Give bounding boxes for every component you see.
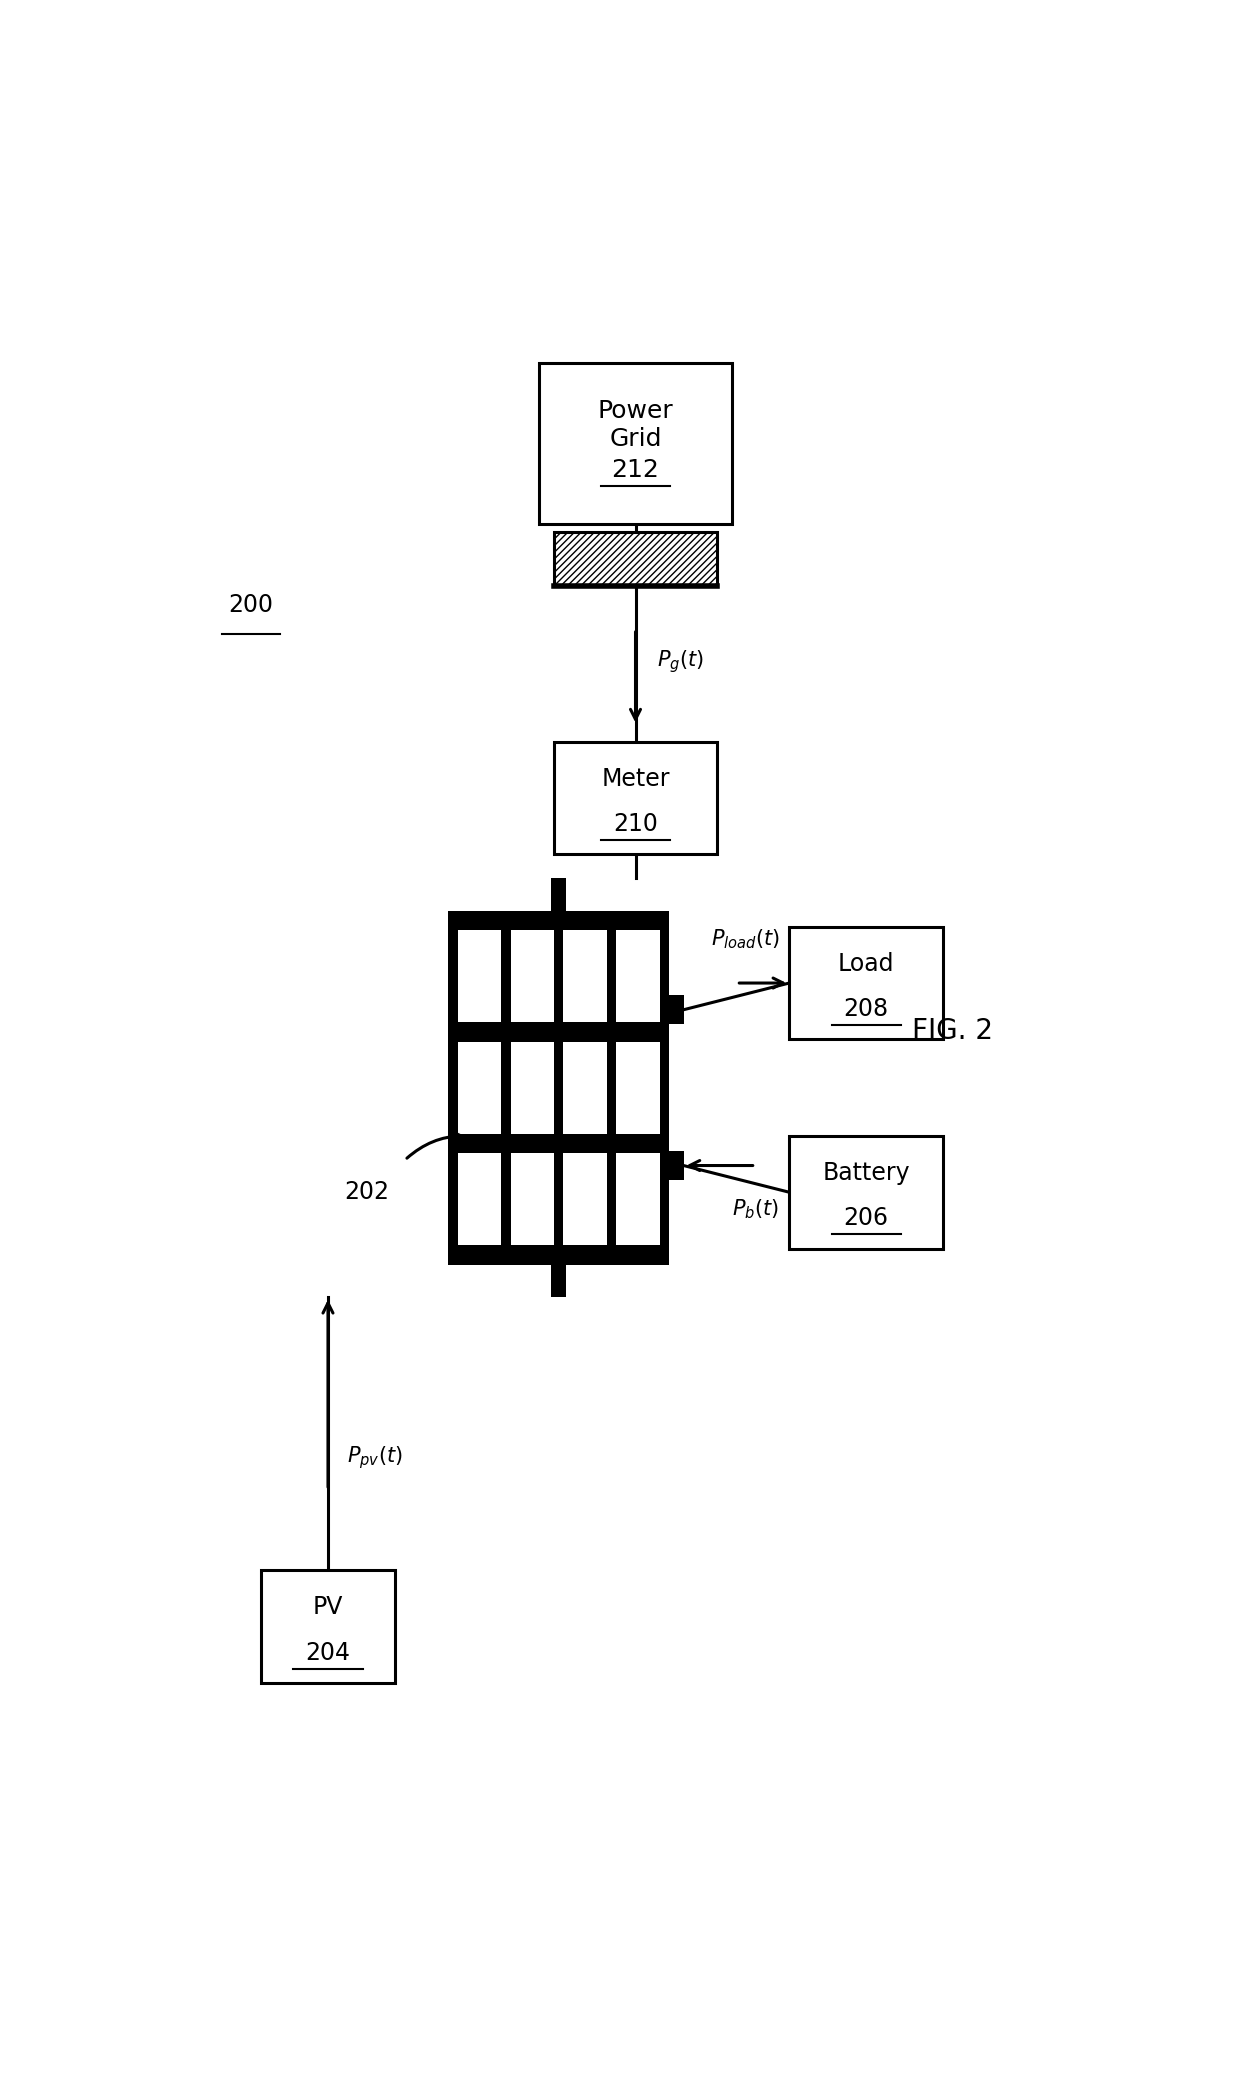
Bar bbox=[554, 533, 717, 585]
Text: 200: 200 bbox=[228, 594, 274, 617]
Bar bbox=[511, 930, 554, 1022]
Bar bbox=[670, 995, 683, 1024]
Bar bbox=[616, 1041, 660, 1133]
Text: 206: 206 bbox=[843, 1206, 889, 1231]
Text: FIG. 2: FIG. 2 bbox=[913, 1018, 993, 1045]
Text: Power
Grid: Power Grid bbox=[598, 399, 673, 451]
Bar bbox=[552, 1264, 565, 1296]
Text: Meter: Meter bbox=[601, 767, 670, 790]
Text: 202: 202 bbox=[343, 1181, 389, 1204]
Bar bbox=[789, 1135, 942, 1248]
Text: PV: PV bbox=[312, 1595, 343, 1620]
Bar bbox=[458, 1154, 501, 1246]
Bar bbox=[458, 1041, 501, 1133]
Bar bbox=[552, 878, 565, 911]
Bar bbox=[554, 742, 717, 855]
Bar bbox=[789, 926, 942, 1039]
Bar bbox=[563, 930, 606, 1022]
Bar bbox=[616, 1154, 660, 1246]
Text: 210: 210 bbox=[613, 811, 658, 836]
Text: $P_g(t)$: $P_g(t)$ bbox=[657, 648, 704, 675]
Bar bbox=[563, 1041, 606, 1133]
Bar bbox=[458, 930, 501, 1022]
Bar bbox=[616, 930, 660, 1022]
Text: 212: 212 bbox=[611, 458, 660, 481]
Bar bbox=[260, 1570, 396, 1682]
Text: $P_b(t)$: $P_b(t)$ bbox=[732, 1198, 779, 1221]
Text: $P_{load}(t)$: $P_{load}(t)$ bbox=[712, 928, 780, 951]
Bar bbox=[448, 911, 670, 1264]
Text: $P_{pv}(t)$: $P_{pv}(t)$ bbox=[347, 1444, 403, 1471]
Text: 208: 208 bbox=[843, 997, 889, 1020]
Text: 204: 204 bbox=[305, 1641, 351, 1664]
Bar bbox=[670, 1152, 683, 1181]
Bar bbox=[563, 1154, 606, 1246]
Text: Load: Load bbox=[838, 951, 894, 976]
Bar bbox=[511, 1154, 554, 1246]
Bar bbox=[539, 364, 732, 525]
Text: Battery: Battery bbox=[822, 1160, 910, 1185]
Bar bbox=[511, 1041, 554, 1133]
